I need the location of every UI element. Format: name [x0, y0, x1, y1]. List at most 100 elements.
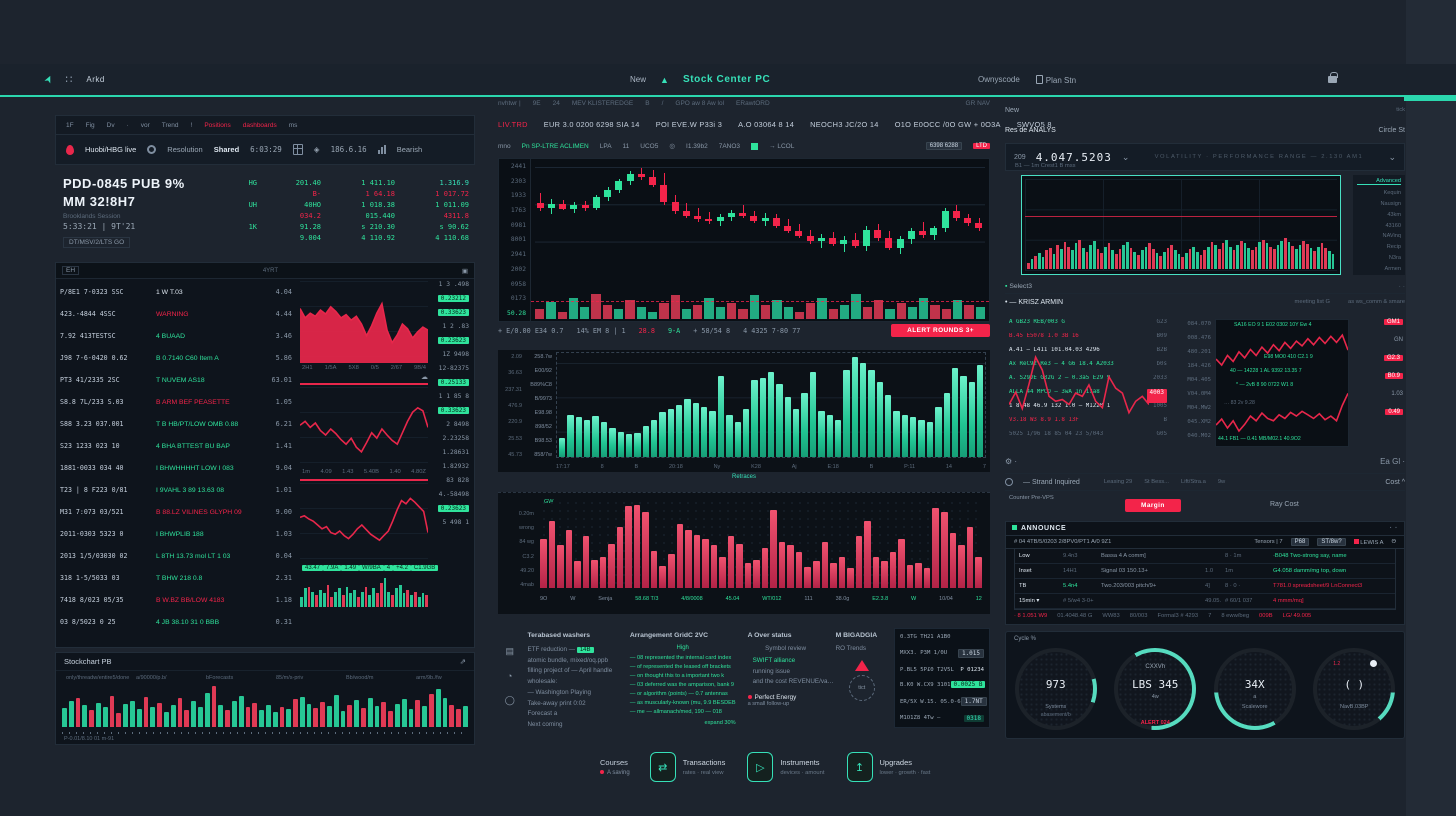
table-row[interactable]: 7.92 413TESTSC 4 BUAAD 3.46	[60, 325, 296, 347]
toolbar-item[interactable]: B	[645, 100, 650, 107]
chevron-down-icon[interactable]: ⌄	[1121, 151, 1130, 162]
tab-item[interactable]: Trend	[161, 121, 179, 129]
mode-label[interactable]: Bearish	[396, 145, 423, 154]
watch-filter[interactable]: EH	[62, 266, 80, 275]
table-row[interactable]: PT3 41/2335 2SC T NUVEM AS18 63.01	[60, 369, 296, 391]
footer-chip[interactable]: ↥ Upgrades lower · growth · fast	[846, 752, 930, 782]
ann-badge-2[interactable]: ST/8w?	[1317, 538, 1346, 546]
ticker-group[interactable]: EUR 3.0 0200 6298 SIA 14	[543, 120, 640, 129]
nav-new[interactable]: New	[630, 75, 647, 84]
tab-item[interactable]: 1F	[66, 121, 74, 129]
toolbar-item[interactable]: → LCOL	[769, 142, 795, 150]
toolbar-item[interactable]: mno	[498, 142, 511, 150]
table-row[interactable]: 1881-0033 034 40 I BHWHHHHT LOW I 083 9.04	[60, 457, 296, 479]
table-row[interactable]: S88 3.23 037.001 T B HB/PT/LOW OMB 0.88 6.…	[60, 413, 296, 435]
cost-link[interactable]: Cost ^	[1385, 478, 1405, 486]
margin-button[interactable]: Margin	[1125, 499, 1181, 512]
footer-chip[interactable]: ⇄ Transactions rates · real view	[649, 752, 725, 782]
diamond-icon[interactable]: ◈	[313, 145, 320, 154]
mode-item[interactable]: NAVinq	[1382, 233, 1401, 240]
tools-right[interactable]: Ea Gl ·	[1380, 457, 1405, 466]
table-row[interactable]: S8.8 7L/233 S.03 B ARM BEF PEASETTE 1.05	[60, 391, 296, 413]
circle-st-link[interactable]: Circle St	[1378, 127, 1405, 134]
table-row[interactable]: 7418 8/023 05/35 B W.BZ BB/LOW 4183 1.18	[60, 589, 296, 611]
feed-label[interactable]: Huobi/HBG live	[85, 145, 137, 154]
table-row[interactable]: Ax ReC92 Re3 — 4 G6 18.4 A2033 b0s	[1009, 361, 1167, 375]
table-row[interactable]: 2011-0303 5323 0 I BHWPLIB 188 1.03	[60, 523, 296, 545]
inquiry-label[interactable]: — Strand Inquired	[1023, 478, 1080, 486]
select-label[interactable]: ▪ Select3	[1005, 283, 1032, 290]
tab-item[interactable]: Fig	[85, 121, 95, 129]
tab-item[interactable]: !	[190, 121, 193, 129]
toolbar-item[interactable]: ◎	[669, 143, 676, 150]
card-foot[interactable]: expand 30%	[704, 719, 736, 726]
table-row[interactable]: 15min ▾ # 5/w4 3-0+ 49.05. # 60/1 037 4 mmm/…	[1015, 594, 1395, 609]
toolbar-item[interactable]: /	[661, 100, 664, 107]
table-row[interactable]: ALLA 44 MPCO — 3wA 1n 17a8 4003	[1009, 389, 1167, 403]
table-row[interactable]: V3.18 W3 8.9 1.8 13F B	[1009, 417, 1167, 431]
pointer-icon[interactable]: ☁	[421, 374, 428, 381]
nav-ownyscode[interactable]: Ownyscode	[978, 75, 1020, 84]
table-row[interactable]: 1 8.48 46.9 132 1.0 — M1220 1 1005	[1009, 403, 1167, 417]
ledger-icon[interactable]: ▤	[505, 646, 514, 656]
tab-item[interactable]: ·	[126, 121, 129, 129]
resolution-label[interactable]: Resolution	[167, 145, 203, 154]
toolbar-item[interactable]: GPO aw 8 Aw lol	[675, 100, 725, 107]
refresh-icon[interactable]	[1005, 478, 1013, 486]
table-row[interactable]: Low 9.4n3 Bassa 4 A comm] 8 · 1m ·B048 Two-s…	[1015, 549, 1395, 564]
lock-icon[interactable]	[1328, 72, 1338, 83]
chart-plot-area[interactable]	[531, 159, 989, 321]
toolbar-item[interactable]: 9E	[532, 100, 541, 107]
trend-arrow-icon[interactable]: ⇗	[459, 657, 466, 666]
toolbar-item[interactable]: I1.39b2	[686, 142, 708, 150]
table-row[interactable]: A GB23 REB/003 G G23	[1009, 319, 1167, 333]
table-row[interactable]: A. S29VE G32G 2 — 0.3a5 E29 9 2033	[1009, 375, 1167, 389]
ann-badge-1[interactable]: P68	[1290, 538, 1310, 546]
tab-item[interactable]: dashboards	[242, 121, 277, 129]
table-row[interactable]: 423.-4844 4SSC WARNING 4.44	[60, 303, 296, 325]
ticker-group[interactable]: POI EVE.W P33i 3	[655, 120, 723, 129]
table-row[interactable]: Inset 14H1 Signal 03 150.13+ 1.0 1m G4.058 da…	[1015, 564, 1395, 579]
table-row[interactable]: 318 1-5/5033 03 T BHW 218 0.8 2.31	[60, 567, 296, 589]
toolbar-item[interactable]: UCO5	[640, 142, 659, 150]
ticker-group[interactable]: A.O 03064 8 14	[738, 120, 795, 129]
chevron-down-icon-2[interactable]: ⌄	[1388, 151, 1396, 162]
select-actions[interactable]: · ·	[1398, 283, 1405, 290]
calculator-icon[interactable]	[292, 144, 303, 155]
gear-icon[interactable]: ⚙ ·	[1005, 457, 1018, 466]
table-row[interactable]: S23 1233 023 10 4 BHA BTTEST BU BAP 1.41	[60, 435, 296, 457]
theta-icon[interactable]: Θ	[1391, 539, 1396, 545]
toolbar-item[interactable]: 7ANO3	[718, 142, 741, 150]
table-row[interactable]: B.45 E5078 1.0 3B 16 B09	[1009, 333, 1167, 347]
table-row[interactable]: 2013 1/5/03030 02 L 8TH 13.73 mol LT 1 03…	[60, 545, 296, 567]
nav-plan[interactable]: Plan Stn	[1035, 74, 1076, 85]
toolbar-item[interactable]: ERawtORD	[736, 100, 770, 107]
mode-item[interactable]: Recip	[1386, 244, 1401, 251]
table-row[interactable]: A.41 — L411 101.04.03 4296 B2B	[1009, 347, 1167, 361]
tab-item[interactable]: Positions	[204, 121, 231, 129]
toolbar-item[interactable]: 11	[622, 142, 630, 150]
toolbar-item[interactable]: LPA	[599, 142, 612, 150]
tab-item[interactable]: vor	[140, 121, 150, 129]
headset-icon[interactable]: ◯	[504, 695, 515, 705]
mode-item[interactable]: 43160	[1385, 222, 1401, 229]
grid-icon[interactable]: ∷	[65, 74, 73, 86]
table-row[interactable]: P/8E1 7-0323 SSC 1 W T.03 4.04	[60, 281, 296, 303]
toolbar-item[interactable]: Pn SP-LTRE ACLIMEN	[521, 142, 589, 150]
mode-item[interactable]: Kequin	[1383, 189, 1401, 196]
toolbar-item[interactable]: 24	[552, 100, 560, 107]
footer-chip[interactable]: ▷ Instruments devices · amount	[747, 752, 825, 782]
toolbar-item[interactable]: MEV KLISTEREDGE	[571, 100, 634, 107]
alert-button[interactable]: ALERT ROUNDS 3+	[891, 324, 990, 337]
tab-item[interactable]: Dv	[106, 121, 115, 129]
table-row[interactable]: J98 7-6-0420 0.62 B 0.7140 C60 Item A 5.86	[60, 347, 296, 369]
symbol-dropdown[interactable]: 209 4.047.5203 ⌄ VOLATILITY · PERFORMANC…	[1005, 143, 1405, 171]
shared-label[interactable]: Shared	[213, 145, 240, 154]
mode-item[interactable]: N3ra	[1388, 255, 1401, 262]
mode-item[interactable]: Armen	[1384, 266, 1401, 272]
table-row[interactable]: 5025 1/96 18 85 04 23 5/043 G0S	[1009, 431, 1167, 445]
panel-expand-icon[interactable]: ▣	[461, 267, 468, 275]
table-row[interactable]: M31 7:073 03/521 B 88.LZ VILINES GLYPH 09…	[60, 501, 296, 523]
mode-item[interactable]: Nausign	[1380, 200, 1401, 207]
table-row[interactable]: T23 | 8 F223 0/81 I 9VAHL 3 89 13.63 08 1.…	[60, 479, 296, 501]
